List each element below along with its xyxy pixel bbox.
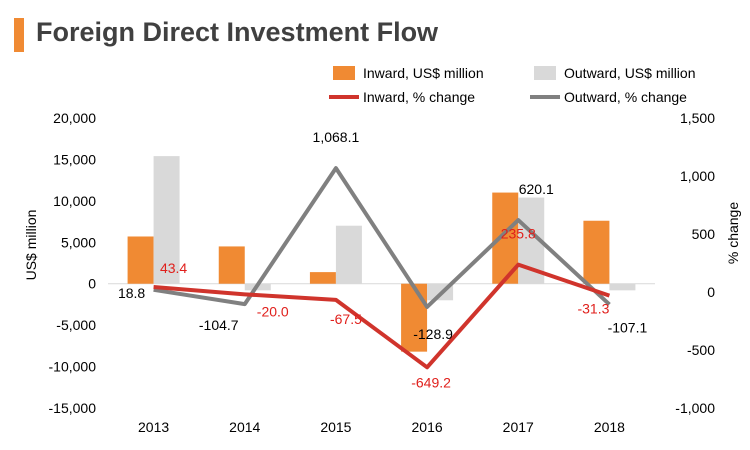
y2-tick-label: 1,500 xyxy=(680,110,715,126)
inward-change-label: -67.5 xyxy=(330,311,362,327)
outward-change-label: -107.1 xyxy=(608,319,648,335)
legend-label: Inward, % change xyxy=(363,89,475,105)
legend-label: Inward, US$ million xyxy=(363,65,484,81)
y2-tick-label: 1,000 xyxy=(680,168,715,184)
lines xyxy=(153,166,611,370)
y2-tick-label: 500 xyxy=(692,226,716,242)
outward-bar xyxy=(609,283,636,291)
inward-change-line xyxy=(153,262,611,370)
outward-change-label: -104.7 xyxy=(199,317,239,333)
inward-bar xyxy=(401,283,428,352)
legend-swatch xyxy=(534,66,556,80)
outward-change-label: -128.9 xyxy=(413,326,453,342)
y-tick-label: 0 xyxy=(88,276,96,292)
x-tick-label: 2013 xyxy=(138,419,169,435)
inward-bar xyxy=(218,246,245,284)
bars xyxy=(127,156,636,352)
x-tick-label: 2015 xyxy=(320,419,351,435)
inward-bar xyxy=(127,236,154,284)
y2-axis-label: % change xyxy=(725,202,741,264)
axes: 20,000 15,000 10,000 5,000 0 -5,000 -10,000 -15… xyxy=(23,110,741,435)
x-tick-label: 2017 xyxy=(503,419,534,435)
x-tick-label: 2016 xyxy=(412,419,443,435)
inward-change-label: 43.4 xyxy=(160,260,187,276)
x-tick-label: 2014 xyxy=(229,419,260,435)
outward-change-label: 1,068.1 xyxy=(313,129,360,145)
outward-change-line xyxy=(153,166,611,309)
y-axis-label: US$ million xyxy=(23,210,39,281)
y2-tick-label: -1,000 xyxy=(675,400,715,416)
data-labels: 43.4 -20.0 -67.5 -649.2 235.8 -31.3 18.8 -104.7… xyxy=(118,129,648,390)
inward-change-label: -649.2 xyxy=(411,374,451,390)
outward-change-label: 18.8 xyxy=(118,285,145,301)
inward-change-label: 235.8 xyxy=(501,226,536,242)
inward-change-label: -20.0 xyxy=(257,303,289,319)
title-accent-bar xyxy=(14,18,24,52)
legend-label: Outward, US$ million xyxy=(564,65,696,81)
y-tick-label: -5,000 xyxy=(56,317,96,333)
outward-bar xyxy=(335,225,362,284)
legend: Inward, US$ million Outward, US$ million I… xyxy=(329,65,696,105)
inward-change-label: -31.3 xyxy=(577,301,609,317)
x-tick-label: 2018 xyxy=(594,419,625,435)
y-tick-label: -10,000 xyxy=(49,359,97,375)
y-tick-label: 20,000 xyxy=(53,110,96,126)
chart-title: Foreign Direct Investment Flow xyxy=(36,17,439,47)
outward-bar xyxy=(153,156,180,284)
y2-tick-label: 0 xyxy=(707,284,715,300)
outward-change-label: 620.1 xyxy=(519,181,554,197)
y2-tick-label: -500 xyxy=(687,342,715,358)
y-tick-label: 15,000 xyxy=(53,151,96,167)
inward-bar xyxy=(309,272,336,284)
y-tick-label: -15,000 xyxy=(49,400,97,416)
legend-label: Outward, % change xyxy=(564,89,687,105)
y-tick-label: 10,000 xyxy=(53,193,96,209)
y-tick-label: 5,000 xyxy=(61,234,96,250)
inward-bar xyxy=(583,220,610,284)
legend-swatch xyxy=(333,66,355,80)
